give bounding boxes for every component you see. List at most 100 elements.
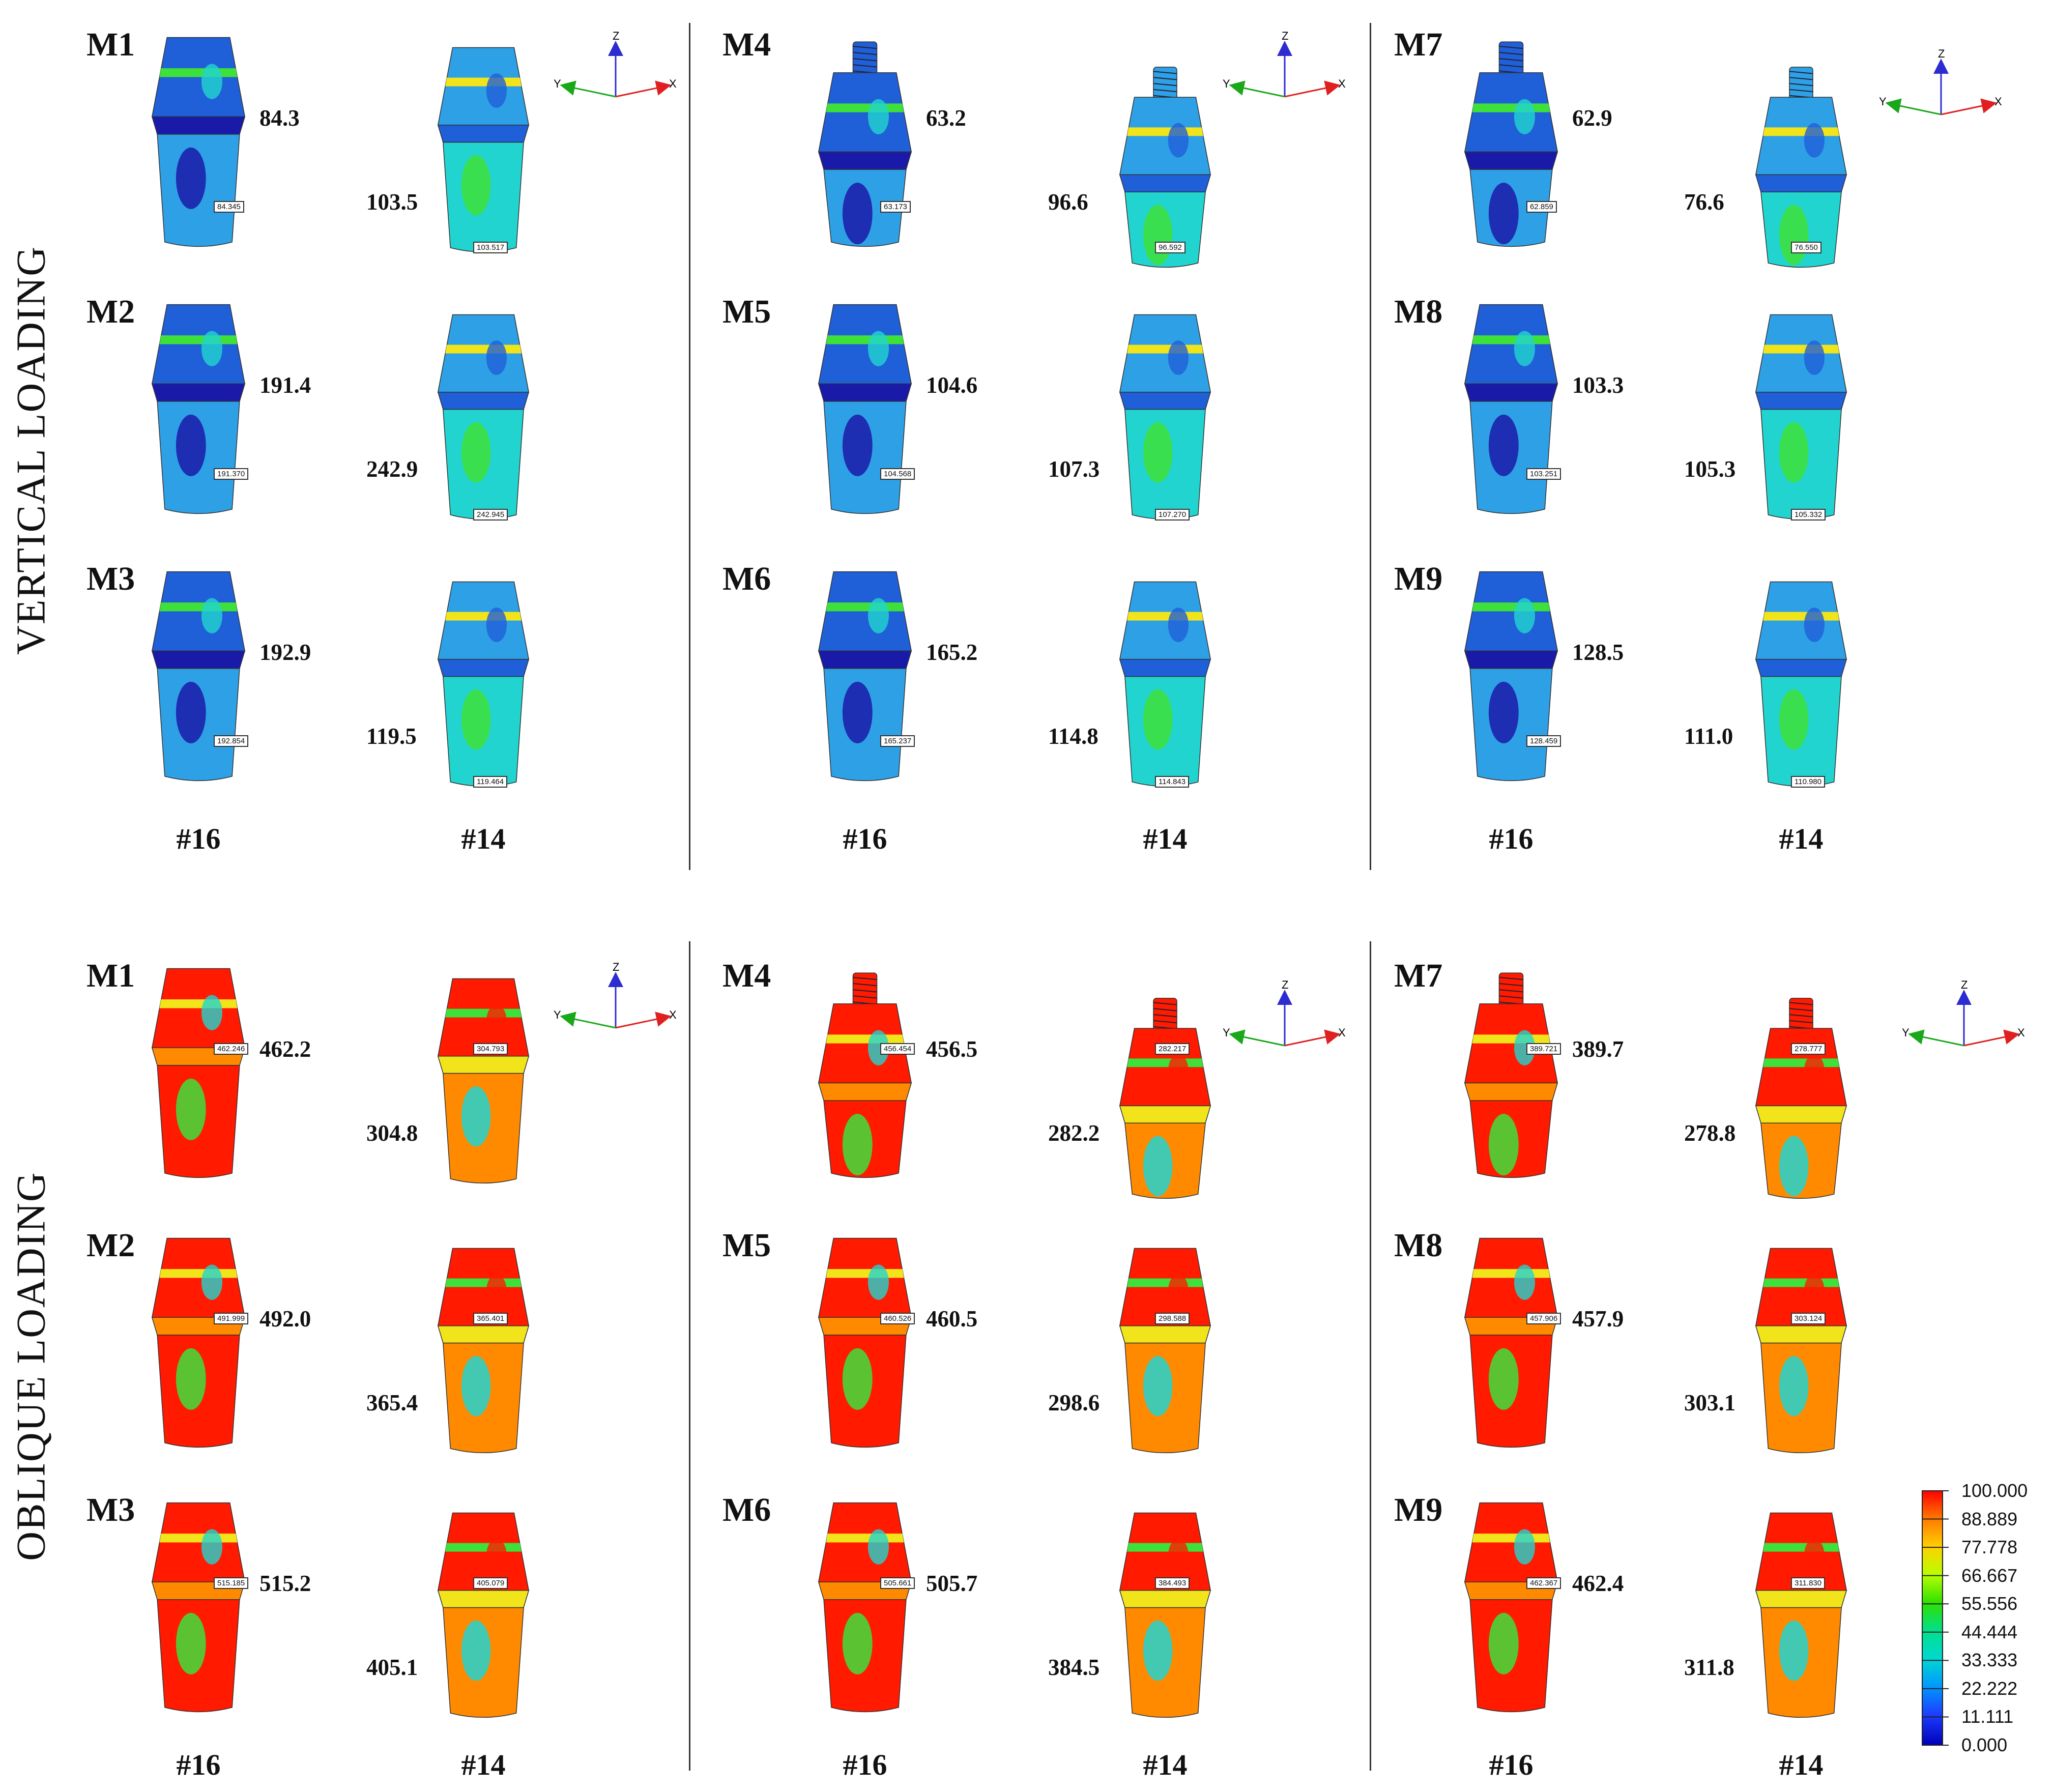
- oblique-m1-16-probe-tag: 462.246: [214, 1043, 249, 1055]
- vertical-m6-14-max-value: 114.8: [1048, 724, 1098, 749]
- oblique-m1-14-max-value: 304.8: [366, 1120, 418, 1146]
- vertical-m7-14-probe-tag: 76.550: [1791, 242, 1821, 253]
- oblique-m8-16-probe-tag: 457.906: [1526, 1313, 1561, 1324]
- vertical-m9-14-max-value: 111.0: [1684, 724, 1733, 749]
- legend-tick-label: 11.111: [1961, 1706, 2014, 1727]
- oblique-m3-16-probe-tag: 515.185: [214, 1577, 249, 1589]
- oblique-m1-14-probe-tag: 304.793: [473, 1043, 508, 1055]
- legend-tick-label: 0.000: [1961, 1735, 2008, 1755]
- oblique-m4-16-model: [818, 972, 912, 1178]
- x-axis: [1284, 80, 1341, 98]
- oblique-m7-label: M7: [1394, 957, 1443, 994]
- oblique-m4-16-probe-tag: 456.454: [880, 1043, 915, 1055]
- oblique-m2-14-model: [437, 1248, 530, 1454]
- x-axis: [1963, 1029, 2020, 1047]
- x-axis: [1284, 1029, 1341, 1047]
- vertical-m7-label: M7: [1394, 26, 1443, 63]
- oblique-col2-tooth14-label: #14: [1143, 1748, 1188, 1781]
- vertical-m7-14-model: [1755, 67, 1847, 268]
- y-axis-label: Y: [1879, 95, 1887, 108]
- vertical-m8-16-max-value: 103.3: [1572, 372, 1624, 398]
- vertical-m6-14-probe-tag: 114.843: [1155, 776, 1190, 788]
- vertical-m2-14-probe-tag: 242.945: [473, 509, 508, 521]
- vertical-m1-16-max-value: 84.3: [259, 105, 300, 131]
- y-axis-label: Y: [554, 77, 561, 90]
- oblique-m2-16-model: [151, 1237, 246, 1448]
- vertical-m7-16-max-value: 62.9: [1572, 105, 1612, 131]
- vertical-m9-16-probe-tag: 128.459: [1526, 735, 1561, 747]
- vertical-m1-16-model: [151, 37, 246, 247]
- x-axis-label: X: [1338, 1026, 1346, 1039]
- oblique-m6-16-max-value: 505.7: [926, 1571, 978, 1596]
- oblique-m3-16-max-value: 515.2: [259, 1571, 311, 1596]
- x-axis: [615, 80, 672, 98]
- oblique-m5-16-max-value: 460.5: [926, 1306, 978, 1332]
- oblique-m9-16-model: [1464, 1502, 1558, 1713]
- legend-tick-label: 44.444: [1961, 1621, 2018, 1642]
- vertical-col3-tooth14-label: #14: [1779, 822, 1824, 855]
- oblique-m3-14-max-value: 405.1: [366, 1655, 418, 1680]
- oblique-m5-14-model: [1119, 1248, 1211, 1454]
- z-axis-label: Z: [613, 30, 619, 42]
- oblique-m4-14-max-value: 282.2: [1048, 1120, 1100, 1146]
- oblique-m5-16-probe-tag: 460.526: [880, 1313, 915, 1324]
- vertical-m2-14-model: [437, 314, 530, 520]
- x-axis-label: X: [1338, 77, 1346, 90]
- vertical-m6-16-probe-tag: 165.237: [880, 735, 915, 747]
- legend-tick-label: 88.889: [1961, 1508, 2018, 1529]
- oblique-m7-16-probe-tag: 389.721: [1526, 1043, 1561, 1055]
- oblique-m8-14-max-value: 303.1: [1684, 1390, 1736, 1415]
- x-axis-label: X: [1994, 95, 2002, 108]
- oblique-m9-14-probe-tag: 311.830: [1791, 1577, 1826, 1589]
- oblique-m8-16-model: [1464, 1237, 1558, 1448]
- oblique-m8-14-model: [1755, 1248, 1847, 1454]
- oblique-col1-tooth14-label: #14: [461, 1748, 506, 1781]
- oblique-m5-16-model: [818, 1237, 912, 1448]
- axis-triad-6: Z Y X: [1902, 978, 2025, 1047]
- vertical-m3-14-max-value: 119.5: [366, 724, 417, 749]
- oblique-m6-16-probe-tag: 505.661: [880, 1577, 915, 1589]
- vertical-col1-tooth16-label: #16: [176, 822, 221, 855]
- oblique-m7-16-max-value: 389.7: [1572, 1036, 1624, 1062]
- vertical-m8-16-model: [1464, 304, 1558, 514]
- oblique-m4-14-model: [1119, 998, 1211, 1199]
- vertical-m4-14-max-value: 96.6: [1048, 189, 1088, 215]
- vertical-m8-14-probe-tag: 105.332: [1791, 509, 1826, 521]
- vertical-m5-16-probe-tag: 104.568: [880, 468, 915, 480]
- z-axis-label: Z: [1938, 47, 1945, 60]
- oblique-m5-14-probe-tag: 298.588: [1155, 1313, 1190, 1324]
- oblique-m2-14-probe-tag: 365.401: [473, 1313, 508, 1324]
- legend-tick-label: 55.556: [1961, 1593, 2018, 1614]
- x-axis-label: X: [2017, 1026, 2025, 1039]
- oblique-m6-label: M6: [722, 1491, 771, 1528]
- vertical-m3-label: M3: [86, 560, 135, 597]
- vertical-m2-16-model: [151, 304, 246, 514]
- vertical-m4-14-model: [1119, 67, 1211, 268]
- x-axis: [615, 1011, 672, 1029]
- column-divider: [1370, 23, 1371, 870]
- z-axis-label: Z: [1961, 978, 1968, 991]
- oblique-col3-tooth14-label: #14: [1779, 1748, 1824, 1781]
- oblique-m7-14-max-value: 278.8: [1684, 1120, 1736, 1146]
- vertical-m3-14-model: [437, 581, 530, 787]
- z-axis-label: Z: [1282, 978, 1288, 991]
- legend-tick-label: 77.778: [1961, 1537, 2018, 1558]
- legend-tick-label: 100.000: [1961, 1480, 2028, 1501]
- y-axis: [560, 80, 616, 98]
- oblique-m4-14-probe-tag: 282.217: [1155, 1043, 1190, 1055]
- axis-triad-4: Z Y X: [554, 961, 677, 1029]
- axis-triad-1: Z Y X: [554, 30, 677, 98]
- oblique-m9-16-probe-tag: 462.367: [1526, 1577, 1561, 1589]
- oblique-col3-tooth16-label: #16: [1489, 1748, 1534, 1781]
- y-axis-label: Y: [1902, 1026, 1910, 1039]
- oblique-m6-16-model: [818, 1502, 912, 1713]
- vertical-m9-16-model: [1464, 571, 1558, 782]
- vertical-col1-tooth14-label: #14: [461, 822, 506, 855]
- vertical-m5-14-max-value: 107.3: [1048, 456, 1100, 482]
- oblique-loading-title: OBLIQUE LOADING: [9, 1171, 54, 1561]
- vertical-m5-16-max-value: 104.6: [926, 372, 978, 398]
- column-divider: [1370, 941, 1371, 1771]
- oblique-m8-14-probe-tag: 303.124: [1791, 1313, 1826, 1324]
- x-axis-label: X: [669, 1008, 677, 1021]
